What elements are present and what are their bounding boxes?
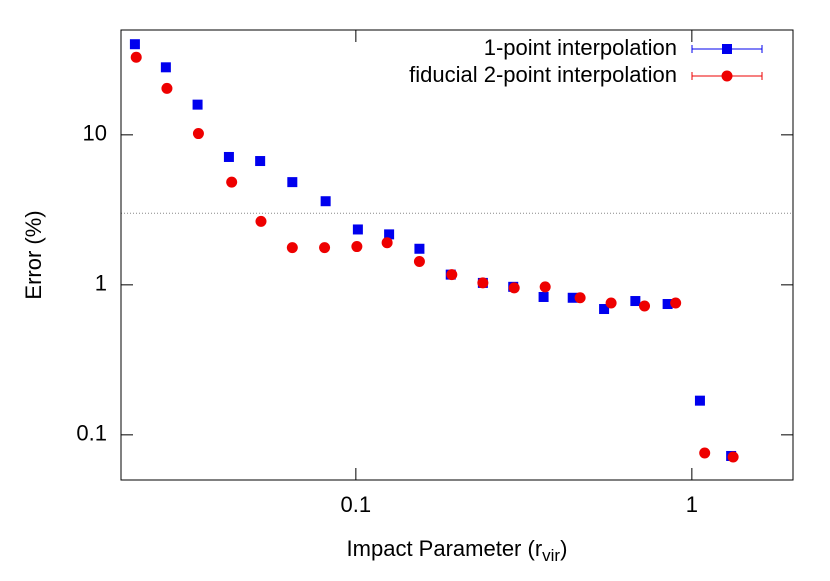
data-point [662,299,673,310]
data-point [381,237,393,249]
data-point [255,215,267,227]
data-point [320,196,331,207]
y-tick-label: 1 [95,271,107,296]
data-point [446,269,458,281]
x-tick-label: 1 [686,492,698,517]
legend-label: fiducial 2-point interpolation [409,62,677,87]
data-point [605,297,617,309]
x-label-main: Impact Parameter (r [347,536,543,561]
x-axis-label: Impact Parameter (rvir) [347,536,568,566]
data-point [226,176,238,188]
y-tick-label: 0.1 [76,421,107,446]
data-point [599,304,610,315]
data-point [352,224,363,235]
data-point [574,292,586,304]
x-label-subscript: vir [542,546,560,565]
x-label-suffix: ) [560,536,567,561]
data-point [639,300,651,312]
data-point [670,297,682,309]
data-point [413,256,425,268]
data-point [286,242,298,254]
legend-label: 1-point interpolation [484,35,677,60]
data-point [160,62,171,73]
data-point [539,281,551,293]
y-axis-label: Error (%) [21,210,46,299]
data-point [130,51,142,63]
data-point [129,39,140,50]
data-point [223,151,234,162]
data-point [255,156,266,167]
data-point [414,243,425,254]
data-point [538,291,549,302]
data-point [630,296,641,307]
legend-marker [721,70,733,82]
data-point [567,292,578,303]
legend-marker [722,44,732,54]
y-tick-label: 10 [83,121,107,146]
data-point [699,447,711,459]
data-point [694,395,705,406]
data-point [287,177,298,188]
data-point [477,277,489,289]
data-point [384,229,395,240]
data-point [508,282,520,294]
data-point [192,128,204,140]
data-point [351,241,363,253]
data-point [727,451,739,463]
data-point [319,242,331,254]
data-point [192,99,203,110]
data-point [161,82,173,94]
x-tick-label: 0.1 [341,492,372,517]
plot-frame [120,29,794,481]
